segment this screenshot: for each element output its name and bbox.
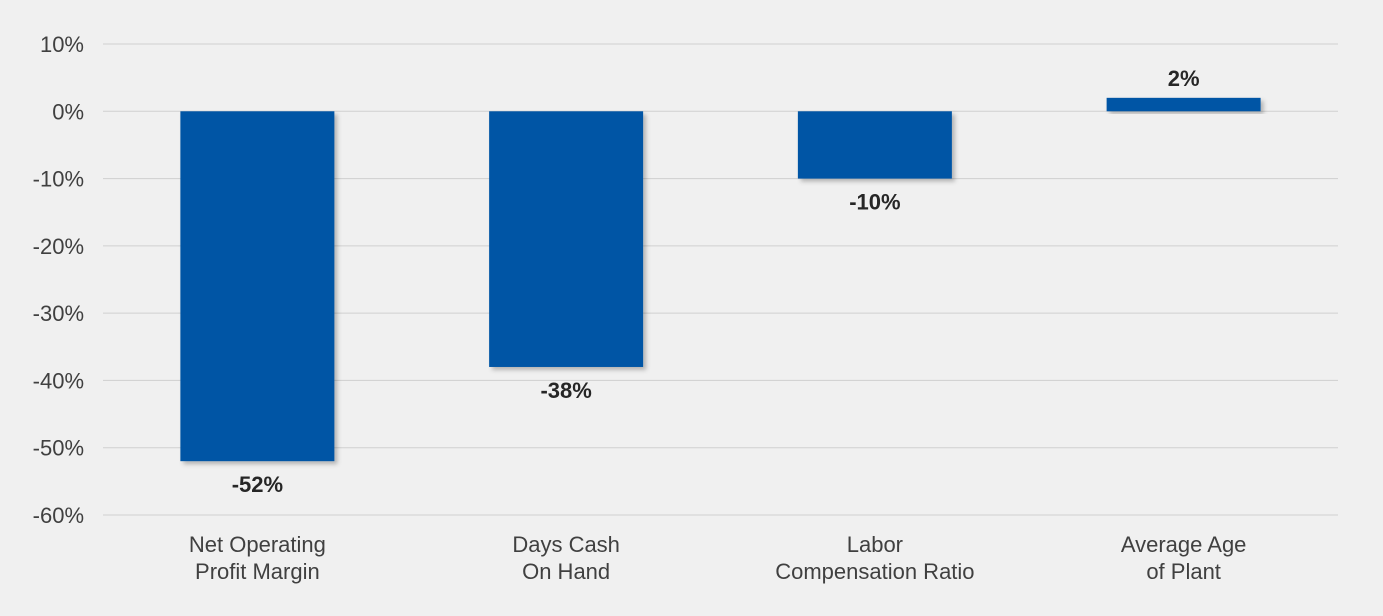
- y-tick-label: 0%: [52, 99, 84, 124]
- y-tick-label: -60%: [33, 503, 84, 528]
- category-label: Days Cash: [512, 532, 620, 557]
- y-tick-label: -40%: [33, 368, 84, 393]
- y-tick-label: -10%: [33, 167, 84, 192]
- bar: [1106, 97, 1261, 112]
- y-tick-label: -20%: [33, 234, 84, 259]
- y-axis-ticks: 10% 0% -10% -20% -30% -40% -50% -60%: [33, 32, 84, 528]
- y-tick-label: -30%: [33, 301, 84, 326]
- data-label: -52%: [232, 472, 283, 497]
- category-label: of Plant: [1146, 559, 1221, 584]
- y-tick-label: 10%: [40, 32, 84, 57]
- bars: [180, 97, 1261, 462]
- category-label: Average Age: [1121, 532, 1247, 557]
- category-label: Net Operating: [189, 532, 326, 557]
- data-labels: -52% -38% -10% 2%: [232, 66, 1200, 497]
- bar: [180, 111, 335, 462]
- category-label: Compensation Ratio: [775, 559, 974, 584]
- bar: [797, 111, 952, 179]
- category-label: Profit Margin: [195, 559, 320, 584]
- data-label: -10%: [849, 190, 900, 215]
- data-label: -38%: [540, 378, 591, 403]
- bar: [489, 111, 644, 367]
- category-label: Labor: [847, 532, 903, 557]
- category-label: On Hand: [522, 559, 610, 584]
- y-tick-label: -50%: [33, 436, 84, 461]
- data-label: 2%: [1168, 66, 1200, 91]
